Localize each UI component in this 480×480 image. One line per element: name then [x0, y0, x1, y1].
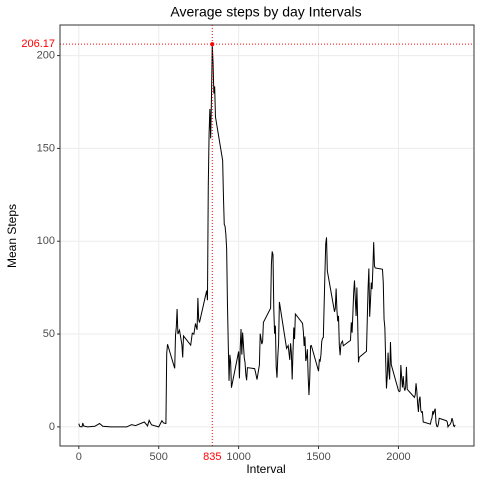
- panel-border: [59, 24, 475, 447]
- annotation-label: 835: [203, 451, 221, 463]
- chart-title: Average steps by day Intervals: [170, 4, 361, 20]
- x-tick-label: 1000: [226, 451, 250, 463]
- y-tick-label: 200: [37, 49, 55, 61]
- x-tick-label: 1500: [306, 451, 330, 463]
- x-axis-label: Interval: [246, 462, 285, 476]
- x-tick-label: 500: [150, 451, 168, 463]
- y-tick-label: 0: [49, 421, 55, 433]
- annotation-label: 206.17: [21, 38, 55, 50]
- plot-panel: [60, 25, 474, 446]
- x-tick-label: 0: [76, 451, 82, 463]
- x-tick-label: 2000: [386, 451, 410, 463]
- y-axis-label: Mean Steps: [5, 204, 19, 268]
- y-tick-label: 150: [37, 142, 55, 154]
- y-tick-label: 50: [43, 328, 55, 340]
- y-tick-label: 100: [37, 235, 55, 247]
- data-line: [78, 44, 456, 429]
- peak-point: [210, 42, 215, 47]
